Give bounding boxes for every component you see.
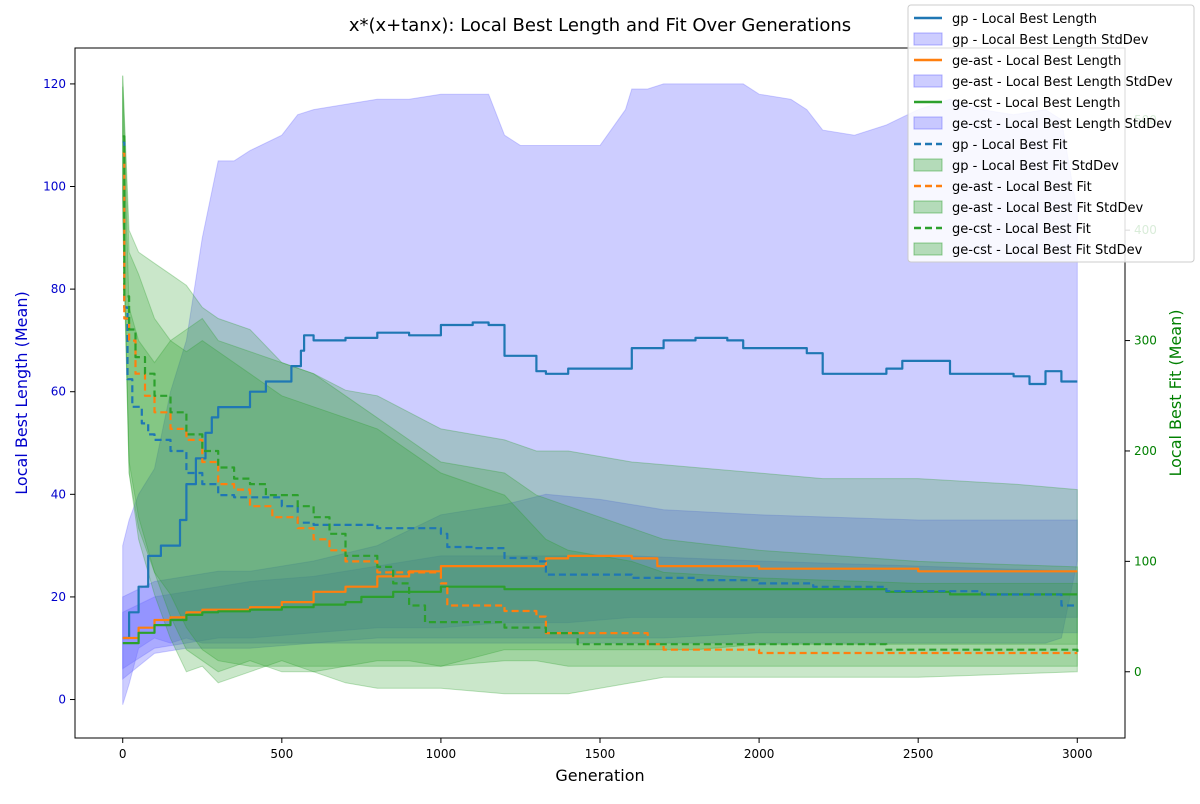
- band-gp-local-best-fit-stddev: [122, 86, 1078, 667]
- y-left-tick-label: 40: [51, 487, 66, 501]
- band-gp-local-best-length-stddev: [122, 83, 1078, 705]
- y-right-tick-label: 0: [1134, 665, 1142, 679]
- band-ge-cst-local-best-length-stddev: [122, 555, 1078, 670]
- legend-swatch: [913, 200, 943, 214]
- legend-label: gp - Local Best Length: [952, 12, 1097, 27]
- legend-label: ge-cst - Local Best Length StdDev: [952, 117, 1172, 132]
- band-ge-ast-local-best-fit-stddev: [122, 75, 1078, 695]
- legend-label: ge-cst - Local Best Length: [952, 96, 1121, 111]
- legend-swatch: [913, 116, 943, 130]
- x-tick-label: 0: [119, 747, 127, 761]
- legend-label: ge-ast - Local Best Length StdDev: [952, 75, 1173, 90]
- band-ge-cst-local-best-fit-stddev: [122, 75, 1078, 673]
- y-left-tick-label: 0: [58, 693, 66, 707]
- legend-label: gp - Local Best Length StdDev: [952, 33, 1149, 48]
- legend-label: gp - Local Best Fit StdDev: [952, 159, 1119, 174]
- legend-label: ge-cst - Local Best Fit: [952, 222, 1091, 237]
- band-ge-ast-local-best-length-stddev: [122, 493, 1078, 681]
- x-axis-label: Generation: [555, 766, 644, 785]
- legend: gp - Local Best Length gp - Local Best Le…: [907, 4, 1195, 263]
- legend-label: ge-cst - Local Best Fit StdDev: [952, 243, 1143, 258]
- x-tick-label: 2000: [744, 747, 775, 761]
- y-left-tick-label: 80: [51, 282, 66, 296]
- legend-entry: ge-ast - Local Best Fit StdDev: [913, 200, 1143, 216]
- legend-label: ge-ast - Local Best Fit StdDev: [952, 201, 1143, 216]
- band-layer: [122, 75, 1078, 705]
- legend-entry: gp - Local Best Fit: [914, 138, 1067, 153]
- legend-entry: ge-ast - Local Best Fit: [914, 180, 1092, 195]
- y-left-tick-label: 60: [51, 385, 66, 399]
- series-ge-cst-local-best-fit: [122, 135, 1079, 652]
- legend-label: ge-ast - Local Best Fit: [952, 180, 1092, 195]
- legend-swatch: [913, 242, 943, 256]
- x-tick-label: 1000: [426, 747, 457, 761]
- legend-box: [907, 4, 1195, 263]
- y-axis-left-label: Local Best Length (Mean): [12, 291, 31, 494]
- y-right-tick-label: 300: [1134, 334, 1157, 348]
- legend-entry: gp - Local Best Length: [914, 12, 1097, 27]
- y-left-tick-label: 120: [43, 77, 66, 91]
- series-ge-ast-local-best-fit: [122, 151, 1078, 655]
- legend-swatch: [913, 32, 943, 46]
- legend-entry: ge-cst - Local Best Fit StdDev: [913, 242, 1143, 258]
- series-ge-ast-local-best-length: [122, 554, 1078, 640]
- legend-entry: ge-cst - Local Best Fit: [914, 222, 1091, 237]
- legend-label: gp - Local Best Fit: [952, 138, 1067, 153]
- y-left-tick-label: 100: [43, 180, 66, 194]
- x-tick-label: 500: [270, 747, 293, 761]
- legend-entry: ge-cst - Local Best Length: [914, 96, 1121, 111]
- series-gp-local-best-fit: [122, 140, 1078, 607]
- legend-entry: ge-ast - Local Best Length: [914, 54, 1121, 69]
- y-right-tick-label: 200: [1134, 444, 1157, 458]
- chart-title: x*(x+tanx): Local Best Length and Fit Ov…: [349, 15, 851, 36]
- legend-swatch: [913, 158, 943, 172]
- legend-swatch: [913, 74, 943, 88]
- x-tick-label: 3000: [1062, 747, 1093, 761]
- legend-entry: gp - Local Best Fit StdDev: [913, 158, 1119, 174]
- legend-entry: gp - Local Best Length StdDev: [913, 32, 1149, 48]
- y-right-tick-label: 100: [1134, 554, 1157, 568]
- line-layer: [122, 135, 1079, 655]
- legend-label: ge-ast - Local Best Length: [952, 54, 1121, 69]
- x-tick-label: 2500: [903, 747, 934, 761]
- y-axis-right-label: Local Best Fit (Mean): [1166, 310, 1185, 477]
- y-left-tick-label: 20: [51, 590, 66, 604]
- series-gp-local-best-length: [122, 321, 1078, 640]
- legend-entry: ge-cst - Local Best Length StdDev: [913, 116, 1172, 132]
- series-ge-cst-local-best-length: [122, 585, 1078, 645]
- legend-entry: ge-ast - Local Best Length StdDev: [913, 74, 1173, 90]
- x-tick-label: 1500: [585, 747, 616, 761]
